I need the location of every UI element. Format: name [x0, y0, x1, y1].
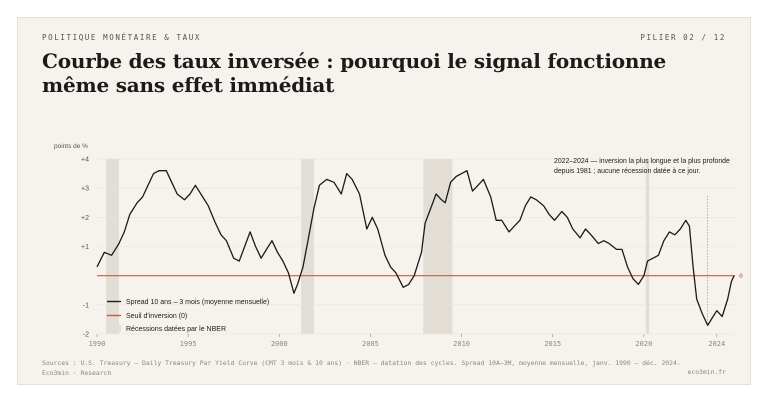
y-tick-label: +3	[81, 186, 89, 193]
page-title: Courbe des taux inversée : pourquoi le s…	[42, 49, 667, 97]
pillar-pager: PILIER 02 / 12	[640, 33, 726, 42]
x-tick-label: 2005	[362, 340, 379, 348]
legend-label-spread: Spread 10 ans – 3 mois (moyenne mensuell…	[126, 299, 269, 306]
legend-label-threshold: Seuil d'inversion (0)	[126, 313, 187, 320]
yield-spread-chart: points de % +4 +3 +2 +1 -1 -2 1990 1995 2000 200…	[54, 143, 743, 348]
article-card: POLITIQUE MONÉTAIRE & TAUX PILIER 02 / 1…	[17, 17, 751, 385]
footer: Sources : U.S. Treasury — Daily Treasury…	[42, 358, 681, 378]
section-kicker: POLITIQUE MONÉTAIRE & TAUX	[42, 33, 201, 42]
y-tick-label: +1	[81, 244, 89, 251]
x-tick-label: 2024	[708, 340, 725, 348]
y-axis-label: points de %	[54, 143, 88, 150]
x-tick-label: 2010	[453, 340, 470, 348]
annotation-text: 2022–2024 — inversion la plus longue et …	[554, 158, 730, 175]
x-tick-label: 1990	[89, 340, 106, 348]
x-tick-label: 2000	[271, 340, 288, 348]
legend-label-recession: Récessions datées par le NBER	[126, 326, 226, 333]
legend-swatch-recession	[107, 325, 121, 332]
annotation-box: 2022–2024 — inversion la plus longue et …	[554, 158, 730, 175]
spread-series-line	[96, 170, 735, 326]
y-tick-label: +4	[81, 157, 89, 164]
footer-sources: Sources : U.S. Treasury — Daily Treasury…	[42, 359, 681, 367]
y-tick-label: -1	[83, 302, 89, 309]
x-tick-label: 2015	[544, 340, 561, 348]
footer-site-link[interactable]: eco3min.fr	[687, 368, 726, 376]
x-tick-label: 1995	[180, 340, 197, 348]
y-tick-label: -2	[83, 332, 89, 339]
x-tick-label: 2020	[635, 340, 652, 348]
zero-label: 0	[739, 272, 743, 280]
y-tick-label: +2	[81, 215, 89, 222]
legend: Spread 10 ans – 3 mois (moyenne mensuell…	[107, 299, 269, 333]
footer-publisher: Eco3min · Research	[42, 369, 112, 377]
